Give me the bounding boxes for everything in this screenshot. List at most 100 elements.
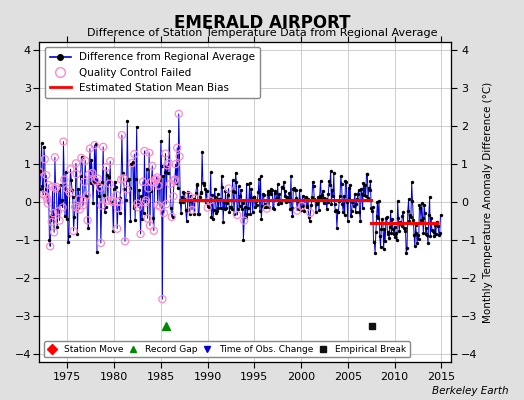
Point [433, 220, 442, 226]
Point [232, 179, 241, 185]
Point [123, 118, 132, 124]
Point [120, 186, 128, 192]
Point [363, 170, 372, 177]
Point [344, 185, 353, 191]
Point [331, 208, 340, 214]
Point [266, 187, 274, 194]
Point [220, 199, 228, 206]
Point [242, 180, 250, 187]
Point [80, 179, 89, 185]
Point [343, 199, 351, 205]
Point [321, 196, 330, 203]
Point [340, 193, 348, 200]
Point [115, 210, 124, 216]
Point [377, 225, 386, 232]
Point [56, 217, 64, 224]
Point [419, 230, 428, 236]
Point [227, 204, 235, 210]
Point [147, 188, 155, 194]
Point [357, 186, 365, 192]
Point [422, 224, 431, 231]
Point [159, 173, 167, 180]
Point [306, 210, 314, 216]
Point [170, 178, 178, 184]
Point [426, 232, 434, 239]
Point [182, 218, 191, 224]
Point [74, 186, 82, 192]
Point [361, 182, 369, 188]
Point [392, 237, 401, 244]
Point [397, 223, 406, 229]
Point [217, 172, 226, 179]
Point [43, 196, 51, 202]
Point [285, 196, 293, 202]
Point [349, 197, 357, 203]
Point [216, 196, 224, 202]
Point [355, 187, 363, 193]
Point [191, 195, 199, 202]
Point [314, 194, 322, 200]
Point [113, 226, 122, 232]
Point [383, 214, 391, 220]
Point [354, 190, 362, 197]
Point [362, 193, 370, 200]
Point [144, 185, 152, 192]
Point [385, 235, 394, 242]
Point [183, 206, 191, 213]
Point [206, 169, 215, 175]
Point [434, 223, 442, 229]
Point [172, 180, 181, 187]
Point [63, 186, 72, 192]
Point [90, 178, 98, 185]
Point [162, 201, 170, 207]
Point [427, 215, 435, 222]
Point [43, 200, 52, 207]
Point [128, 159, 137, 165]
Point [83, 192, 91, 198]
Point [281, 188, 290, 194]
Point [368, 208, 376, 214]
Point [325, 178, 333, 184]
Point [394, 198, 402, 204]
Point [324, 191, 333, 198]
Point [100, 191, 108, 198]
Point [89, 200, 97, 206]
Point [245, 197, 253, 203]
Point [250, 194, 258, 200]
Point [296, 197, 304, 203]
Point [42, 172, 50, 178]
Point [315, 206, 323, 213]
Point [282, 199, 290, 205]
Point [408, 179, 416, 186]
Point [203, 204, 212, 211]
Point [320, 195, 329, 201]
Point [211, 186, 219, 192]
Point [62, 216, 71, 222]
Point [184, 188, 192, 195]
Point [121, 238, 129, 244]
Point [380, 226, 389, 232]
Point [356, 218, 365, 224]
Point [257, 216, 266, 222]
Point [48, 219, 56, 225]
Point [130, 151, 138, 157]
Point [390, 223, 399, 230]
Point [66, 166, 74, 172]
Point [58, 197, 66, 203]
Point [54, 187, 63, 193]
Point [304, 196, 312, 202]
Point [169, 193, 178, 200]
Point [259, 191, 267, 197]
Point [429, 228, 437, 234]
Point [423, 232, 431, 238]
Point [296, 187, 304, 193]
Point [37, 140, 46, 146]
Point [47, 212, 55, 219]
Point [174, 184, 182, 191]
Point [338, 201, 346, 207]
Point [308, 194, 316, 200]
Point [399, 209, 407, 215]
Point [134, 204, 143, 210]
Point [112, 192, 121, 198]
Point [291, 187, 299, 193]
